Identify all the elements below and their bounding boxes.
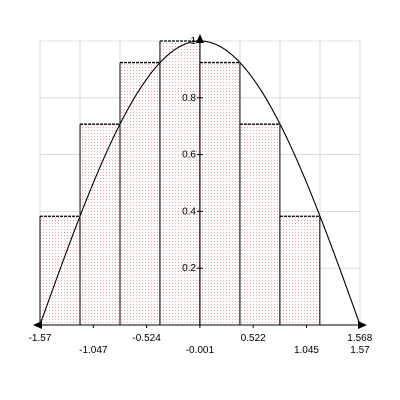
x-tick-label: 1.57 xyxy=(350,345,370,356)
riemann-rect-fill xyxy=(159,41,200,325)
y-tick-label: 0.2 xyxy=(182,263,196,274)
riemann-rect-fill xyxy=(199,62,240,326)
tick-labels: -1.57 -0.524 0.522 1.568 -1.047 -0.001 1.045 1.… xyxy=(29,36,373,356)
x-tick-label: -1.57 xyxy=(29,333,52,344)
x-tick-label: -0.524 xyxy=(132,333,161,344)
x-tick-label: 1.568 xyxy=(347,333,372,344)
x-tick-label: 0.522 xyxy=(241,333,266,344)
riemann-rect-side xyxy=(279,216,321,325)
riemann-rect-fill xyxy=(279,216,320,325)
y-tick-label: 1 xyxy=(190,36,196,47)
rectangles-group xyxy=(39,40,321,326)
y-tick-label: 0.8 xyxy=(182,93,196,104)
y-tick-label: 0.4 xyxy=(182,206,196,217)
x-tick-label: 1.045 xyxy=(294,345,319,356)
riemann-rect-fill xyxy=(80,124,120,325)
riemann-rect-fill xyxy=(120,62,160,326)
x-tick-label: -1.047 xyxy=(79,345,108,356)
y-tick-label: 0.6 xyxy=(182,150,196,161)
x-tick-label: -0.001 xyxy=(186,345,215,356)
riemann-rect-fill xyxy=(239,124,280,325)
